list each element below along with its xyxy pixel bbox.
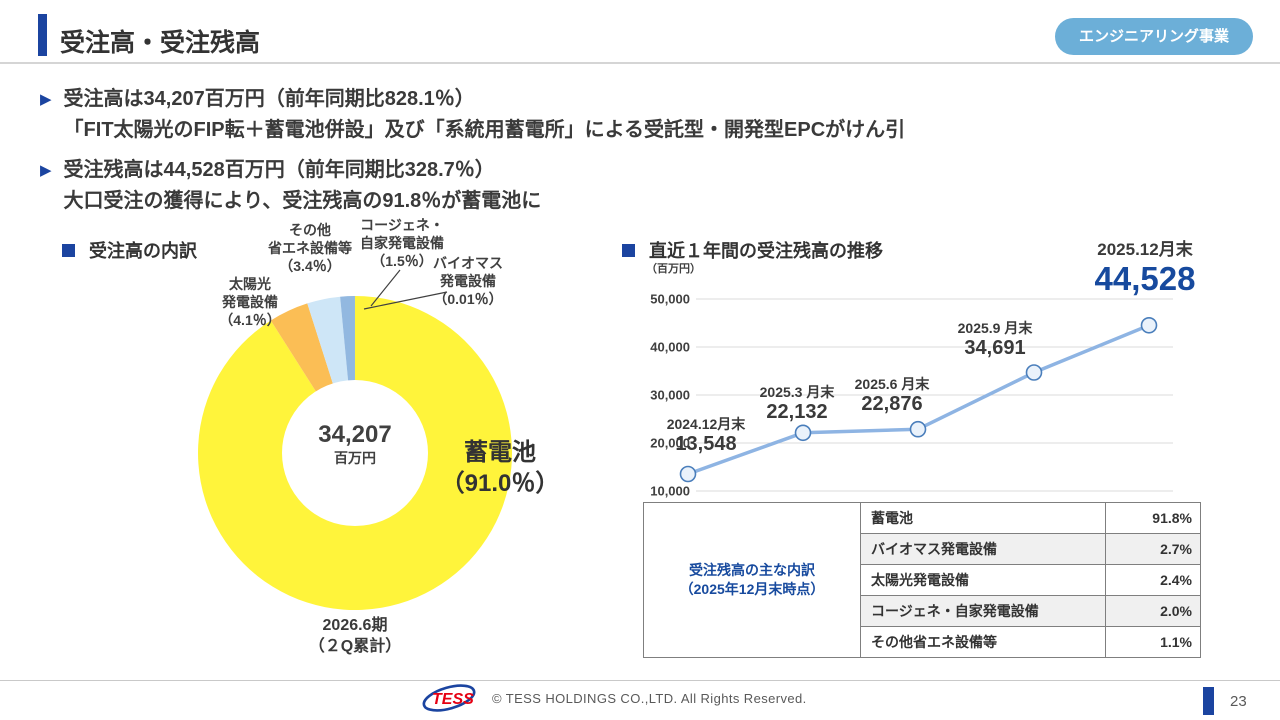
backlog-breakdown-table: 受注残高の主な内訳 （2025年12月末時点） 蓄電池 91.8% バイオマス発… <box>643 502 1201 658</box>
table-cell-value: 2.4% <box>1105 564 1201 596</box>
backlog-line-chart: 10,000 20,000 30,000 40,000 50,000 <box>650 292 1173 499</box>
latest-backlog-date: 2025.12月末 <box>1097 240 1193 259</box>
svg-text:20,000: 20,000 <box>650 436 690 451</box>
pie-section-title-text: 受注高の内訳 <box>89 241 197 261</box>
square-bullet-icon <box>62 243 75 257</box>
table-cell-label: 蓄電池 <box>860 502 1106 534</box>
line-section-title: 直近１年間の受注残高の推移 <box>622 237 883 263</box>
line-section-title-text: 直近１年間の受注残高の推移 <box>649 241 883 261</box>
svg-text:10,000: 10,000 <box>650 484 690 499</box>
line-point-label: 2024.12月末 13,548 <box>666 415 746 455</box>
table-row: 太陽光発電設備 2.4% <box>644 564 1201 596</box>
copyright-text: © TESS HOLDINGS CO.,LTD. All Rights Rese… <box>492 691 807 706</box>
bullet-triangle-icon: ▶ <box>40 91 52 108</box>
pie-label-biomass: バイオマス 発電設備 （0.01％） <box>433 255 503 307</box>
table-cell-value: 91.8% <box>1105 502 1201 534</box>
donut-center-value: 34,207 百万円 <box>295 421 415 467</box>
page-number-bar <box>1203 687 1214 715</box>
table-cell-label: その他省エネ設備等 <box>860 626 1106 658</box>
svg-text:30,000: 30,000 <box>650 388 690 403</box>
tess-logo: TESS <box>422 684 476 712</box>
footer-divider <box>0 680 1280 681</box>
table-cell-value: 2.7% <box>1105 533 1201 565</box>
page-number: 23 <box>1230 693 1247 710</box>
table-group-header: 受注残高の主な内訳 （2025年12月末時点） <box>643 502 861 658</box>
svg-text:40,000: 40,000 <box>650 340 690 355</box>
svg-text:50,000: 50,000 <box>650 292 690 307</box>
line-point-label: 2025.6 月末 22,876 <box>854 376 930 416</box>
table-row: 受注残高の主な内訳 （2025年12月末時点） 蓄電池 91.8% <box>643 502 1201 658</box>
orders-total-unit: 百万円 <box>334 450 376 466</box>
table-row: その他省エネ設備等 1.1% <box>644 626 1201 658</box>
tess-logo-text: TESS <box>432 691 474 708</box>
title-accent-bar <box>38 14 47 56</box>
table-cell-label: コージェネ・自家発電設備 <box>860 595 1106 627</box>
bullet-line: 受注残高は44,528百万円（前年同期比328.7％） <box>63 159 495 181</box>
table-row: コージェネ・自家発電設備 2.0% <box>644 595 1201 627</box>
donut-period-label: 2026.6期 （２Q累計） <box>308 617 402 655</box>
summary-bullets: ▶ 受注高は34,207百万円（前年同期比828.1％） 「FIT太陽光のFIP… <box>40 84 1250 226</box>
pie-label-battery: 蓄電池 （91.0％） <box>440 439 560 497</box>
pie-label-cogen: コージェネ・ 自家発電設備 （1.5％） <box>360 217 444 269</box>
page-title: 受注高・受注残高 <box>60 29 261 57</box>
latest-backlog-value: 44,528 <box>1094 260 1196 297</box>
square-bullet-icon <box>622 243 635 257</box>
y-axis-unit-label: （百万円） <box>646 263 701 275</box>
header-divider <box>0 62 1280 64</box>
bullet-line: 大口受注の獲得により、受注残高の91.8％が蓄電池に <box>63 190 542 212</box>
bullet-triangle-icon: ▶ <box>40 162 52 179</box>
bullet-line: 受注高は34,207百万円（前年同期比828.1％） <box>63 88 475 110</box>
orders-total-value: 34,207 <box>318 421 392 448</box>
segment-badge: エンジニアリング事業 <box>1054 18 1253 55</box>
pie-section-title: 受注高の内訳 <box>62 237 197 263</box>
pie-label-solar: 太陽光 発電設備 （4.1％） <box>219 276 281 328</box>
bullet-backlog: ▶ 受注残高は44,528百万円（前年同期比328.7％） 大口受注の獲得により… <box>40 155 1250 217</box>
latest-backlog-highlight: 2025.12月末 44,528 <box>1070 239 1220 298</box>
bullet-backlog-text: 受注残高は44,528百万円（前年同期比328.7％） 大口受注の獲得により、受… <box>64 155 542 217</box>
bullet-line: 「FIT太陽光のFIP転＋蓄電池併設」及び「系統用蓄電所」による受託型・開発型E… <box>63 119 906 141</box>
table-cell-label: バイオマス発電設備 <box>860 533 1106 565</box>
orders-donut-chart <box>198 269 513 610</box>
table-cell-value: 2.0% <box>1105 595 1201 627</box>
bullet-orders-text: 受注高は34,207百万円（前年同期比828.1％） 「FIT太陽光のFIP転＋… <box>64 84 906 146</box>
table-cell-label: 太陽光発電設備 <box>860 564 1106 596</box>
table-cell-value: 1.1% <box>1105 626 1201 658</box>
pie-label-other: その他 省エネ設備等 （3.4％） <box>268 222 352 274</box>
line-point-label: 2025.3 月末 22,132 <box>759 383 835 423</box>
bullet-orders: ▶ 受注高は34,207百万円（前年同期比828.1％） 「FIT太陽光のFIP… <box>40 84 1250 146</box>
line-point-label: 2025.9 月末 34,691 <box>957 320 1033 360</box>
